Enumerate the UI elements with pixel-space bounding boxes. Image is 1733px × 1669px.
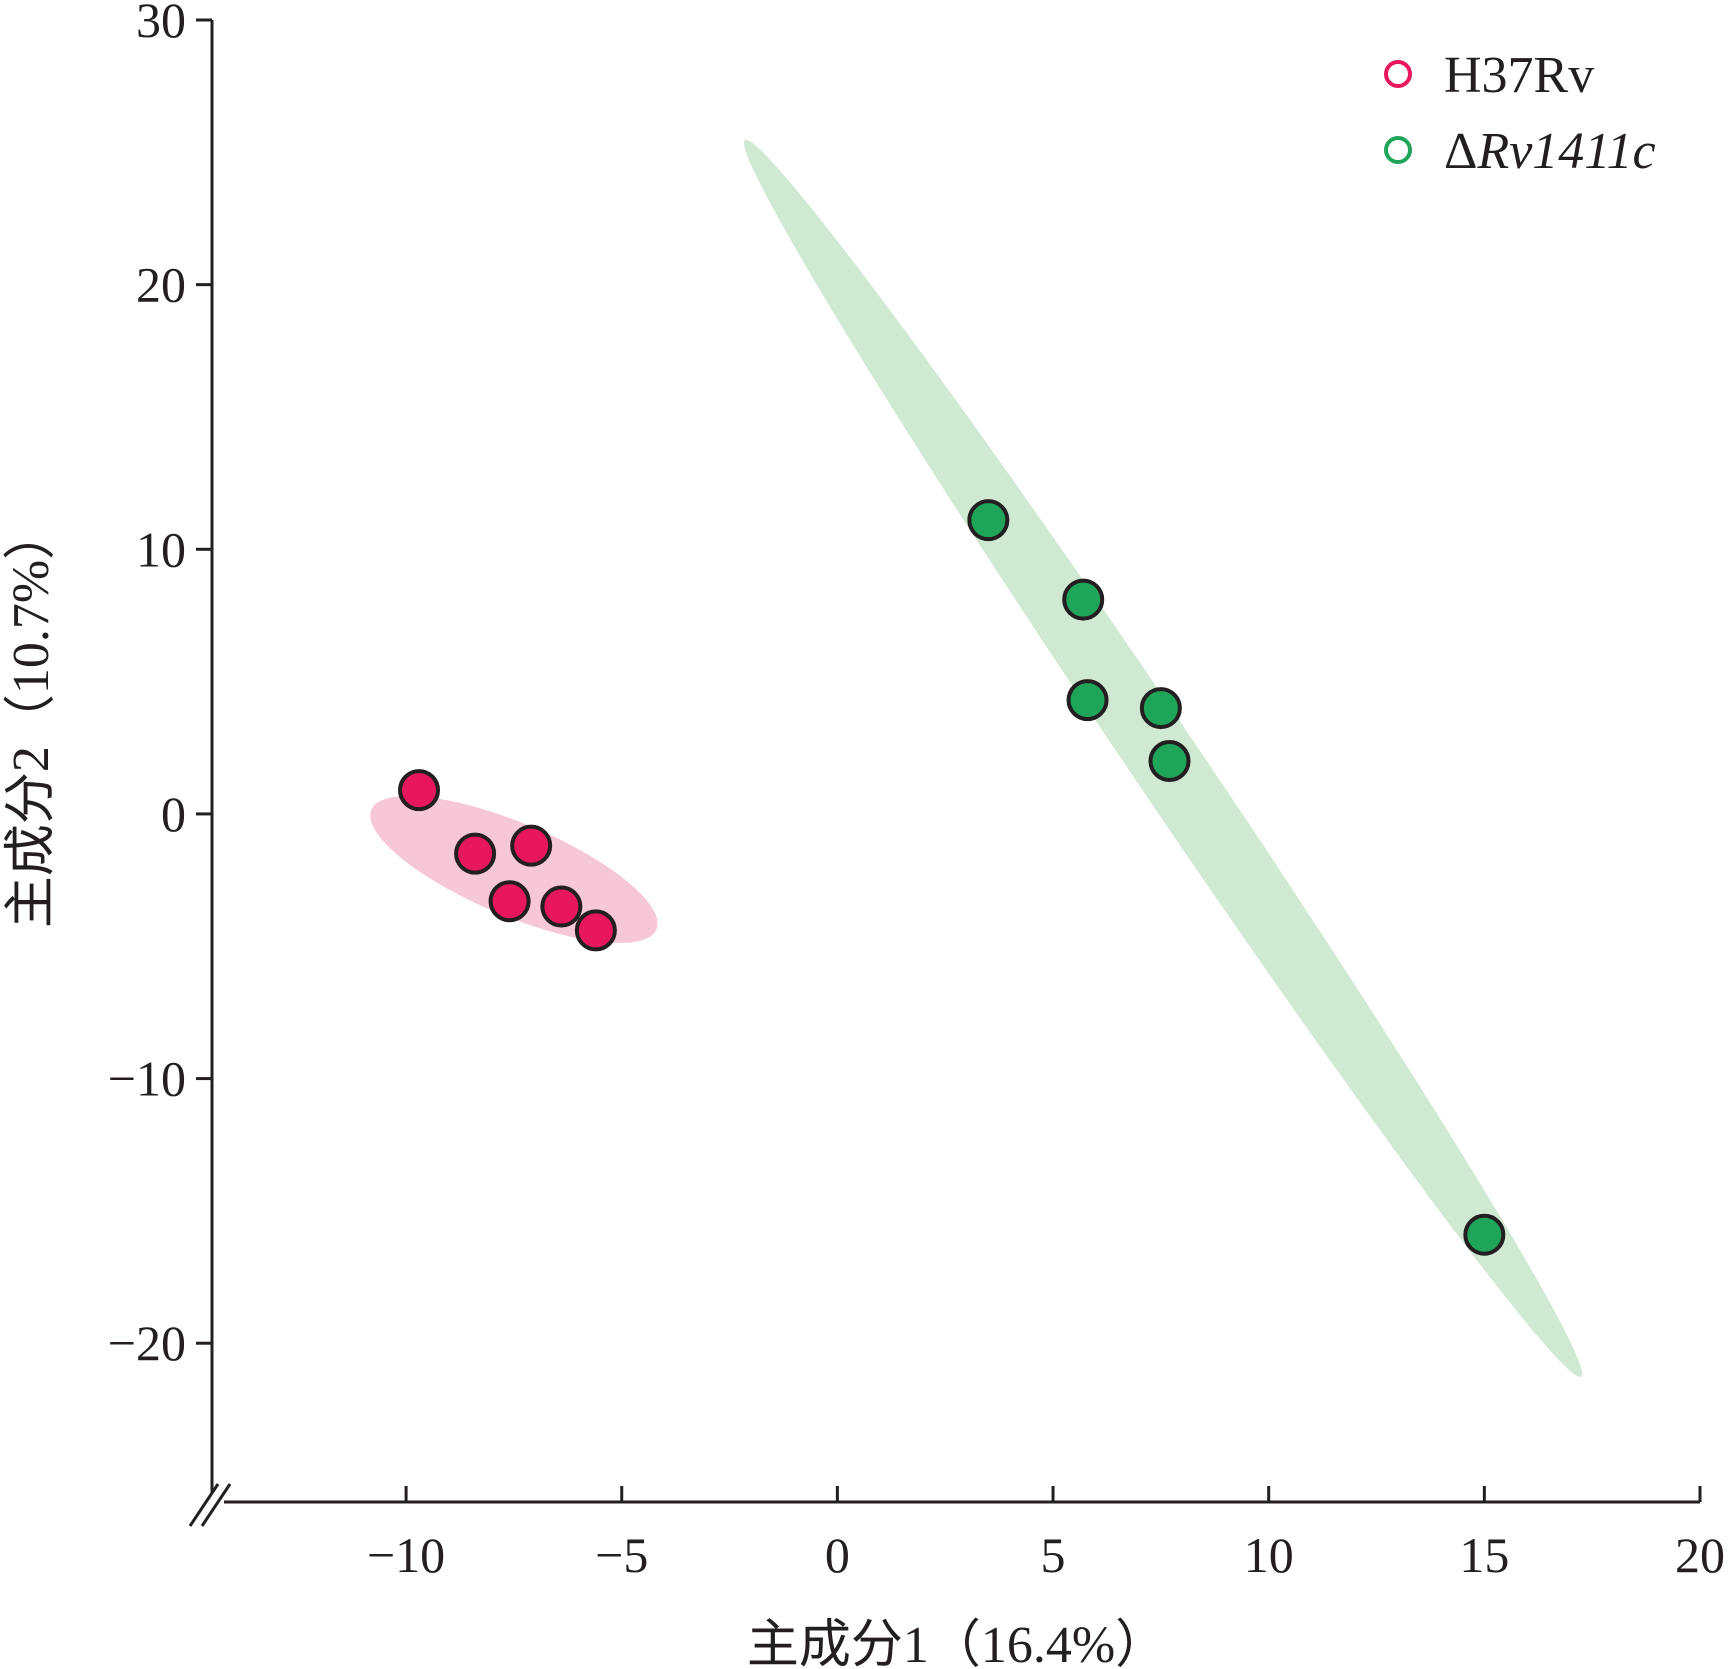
x-tick-label: 20 — [1675, 1527, 1725, 1583]
legend-label-rv1411c-gene: Rv1411c — [1476, 123, 1655, 180]
confidence-ellipse-0 — [370, 796, 658, 943]
legend-label-rv1411c-prefix: Δ — [1444, 123, 1477, 180]
y-tick-label: 10 — [136, 521, 186, 577]
x-axis-title: 主成分1（16.4%） — [747, 1617, 1167, 1669]
x-tick-label: 0 — [825, 1527, 850, 1583]
legend-marker-h37rv — [1384, 60, 1412, 88]
x-axis-ticks: −10 −5 0 5 10 15 20 — [367, 1486, 1725, 1583]
axis-break-mark — [188, 1483, 232, 1527]
y-tick-label: −10 — [108, 1051, 186, 1107]
data-point-series-1 — [1062, 578, 1105, 621]
x-tick-label: 15 — [1459, 1527, 1509, 1583]
data-point-series-0 — [488, 880, 531, 923]
data-point-series-1 — [967, 499, 1010, 542]
data-point-series-1 — [1139, 687, 1182, 730]
data-point-series-0 — [574, 909, 617, 952]
data-point-series-1 — [1148, 740, 1191, 782]
x-tick-label: −5 — [595, 1527, 648, 1583]
legend: H37Rv ΔRv1411c — [1384, 47, 1656, 180]
x-tick-label: 5 — [1041, 1527, 1066, 1583]
data-point-series-0 — [454, 832, 497, 875]
y-tick-label: 30 — [136, 0, 186, 48]
axis-break-slash-2 — [200, 1483, 232, 1527]
data-point-series-1 — [1463, 1213, 1506, 1256]
legend-label-h37rv: H37Rv — [1444, 47, 1594, 104]
data-point-series-0 — [540, 885, 583, 928]
axis-break-slash-1 — [188, 1483, 220, 1527]
y-tick-label: 20 — [136, 257, 186, 313]
y-tick-label: −20 — [108, 1315, 186, 1371]
y-tick-label: 0 — [161, 786, 186, 842]
data-point-series-0 — [510, 824, 553, 867]
legend-marker-rv1411c — [1384, 136, 1412, 164]
y-axis-ticks: −20 −10 0 10 20 30 — [108, 0, 212, 1371]
data-points — [398, 499, 1506, 1256]
x-tick-label: 10 — [1244, 1527, 1294, 1583]
y-axis-title: 主成分2（10.7%） — [3, 508, 60, 928]
legend-label-rv1411c: ΔRv1411c — [1444, 123, 1656, 180]
data-point-series-0 — [398, 769, 441, 812]
data-point-series-1 — [1066, 679, 1109, 722]
x-tick-label: −10 — [367, 1527, 445, 1583]
confidence-ellipses — [370, 139, 1583, 1377]
axes: −10 −5 0 5 10 15 20 −20 −10 0 10 20 30 — [108, 0, 1725, 1583]
